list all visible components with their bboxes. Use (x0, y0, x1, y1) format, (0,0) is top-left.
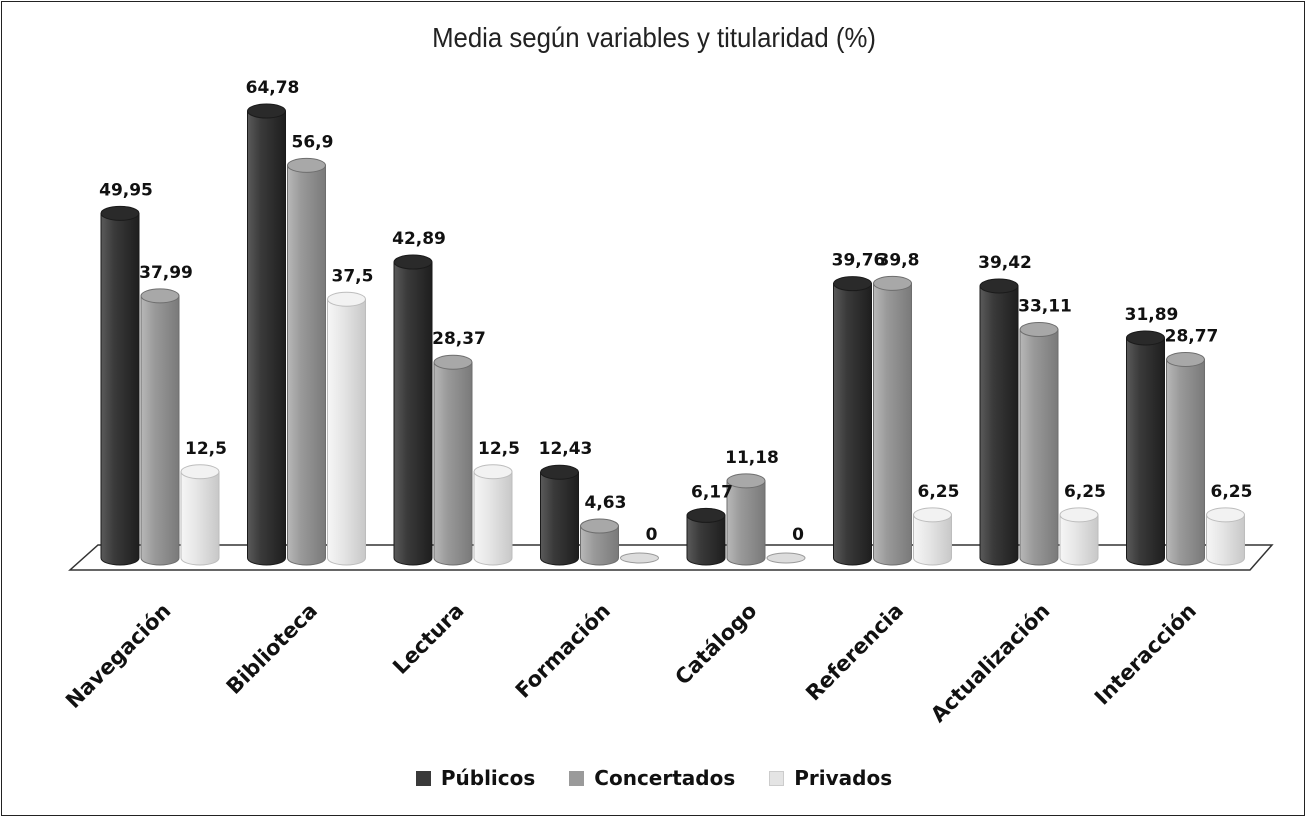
category-label-2: Biblioteca (222, 599, 322, 699)
data-label-pblicos-8: 31,89 (1125, 305, 1179, 325)
data-label-pblicos-6: 39,76 (832, 251, 886, 271)
bar-privados-7 (1059, 507, 1099, 566)
data-label-concertados-6: 39,8 (878, 250, 920, 270)
data-label-concertados-1: 37,99 (139, 263, 193, 283)
category-label-7: Actualización (926, 599, 1054, 727)
legend-label-concertados: Concertados (594, 766, 736, 790)
chart-floor (68, 544, 1274, 571)
bar-pblicos-2 (247, 103, 286, 566)
bar-pblicos-1 (100, 205, 140, 566)
bar-pblicos-7 (979, 278, 1019, 566)
bar-concertados-4 (580, 518, 619, 566)
bar-concertados-1 (140, 288, 180, 566)
data-label-concertados-7: 33,11 (1018, 297, 1072, 317)
data-label-privados-1: 12,5 (185, 439, 227, 459)
legend-swatch-publicos (415, 770, 431, 786)
data-label-pblicos-1: 49,95 (99, 180, 153, 200)
bar-privados-5 (766, 552, 806, 564)
data-label-privados-6: 6,25 (918, 482, 960, 502)
bar-pblicos-6 (833, 276, 872, 566)
data-label-concertados-5: 11,18 (725, 448, 779, 468)
data-label-privados-7: 6,25 (1064, 482, 1106, 502)
data-label-concertados-4: 4,63 (585, 493, 627, 513)
data-label-concertados-2: 56,9 (292, 132, 334, 152)
legend-item-concertados: Concertados (569, 766, 735, 790)
bar-privados-2 (327, 291, 366, 566)
bar-concertados-2 (287, 157, 326, 566)
bar-privados-8 (1206, 507, 1245, 566)
bar-privados-6 (913, 507, 952, 566)
bar-pblicos-3 (393, 254, 433, 566)
chart-legend: Públicos Concertados Privados (0, 766, 1308, 790)
data-label-pblicos-5: 6,17 (691, 482, 733, 502)
data-label-pblicos-2: 64,78 (246, 78, 300, 98)
bar-pblicos-5 (686, 507, 726, 566)
bar-concertados-6 (873, 275, 912, 566)
data-label-privados-2: 37,5 (332, 266, 374, 286)
category-label-1: Navegación (61, 599, 175, 713)
data-label-pblicos-4: 12,43 (539, 439, 593, 459)
category-label-8: Interacción (1090, 599, 1201, 710)
legend-item-privados: Privados (769, 766, 892, 790)
bar-concertados-3 (433, 354, 473, 566)
bar-privados-4 (620, 552, 659, 564)
bar-concertados-5 (726, 473, 766, 566)
bar-concertados-8 (1166, 351, 1205, 566)
category-label-3: Lectura (388, 599, 468, 679)
legend-swatch-concertados (569, 770, 585, 786)
data-label-privados-4: 0 (646, 525, 658, 545)
data-label-concertados-3: 28,37 (432, 329, 486, 349)
data-label-concertados-8: 28,77 (1165, 326, 1219, 346)
data-label-privados-3: 12,5 (478, 439, 520, 459)
data-label-privados-5: 0 (792, 525, 804, 545)
data-label-privados-8: 6,25 (1211, 482, 1253, 502)
legend-label-publicos: Públicos (440, 766, 536, 790)
legend-item-publicos: Públicos (415, 766, 536, 790)
legend-label-privados: Privados (794, 766, 893, 790)
bar-privados-3 (473, 464, 513, 566)
bar-pblicos-4 (540, 464, 579, 566)
data-label-pblicos-7: 39,42 (978, 253, 1032, 273)
category-label-6: Referencia (801, 599, 908, 706)
bar-concertados-7 (1019, 322, 1059, 566)
data-label-pblicos-3: 42,89 (392, 229, 446, 249)
category-label-4: Formación (511, 599, 615, 703)
bar-pblicos-8 (1126, 330, 1165, 566)
chart-title: Media según variables y titularidad (%) (432, 22, 876, 53)
category-label-5: Catálogo (670, 599, 761, 690)
bar-privados-1 (180, 464, 220, 566)
legend-swatch-privados (769, 770, 785, 786)
